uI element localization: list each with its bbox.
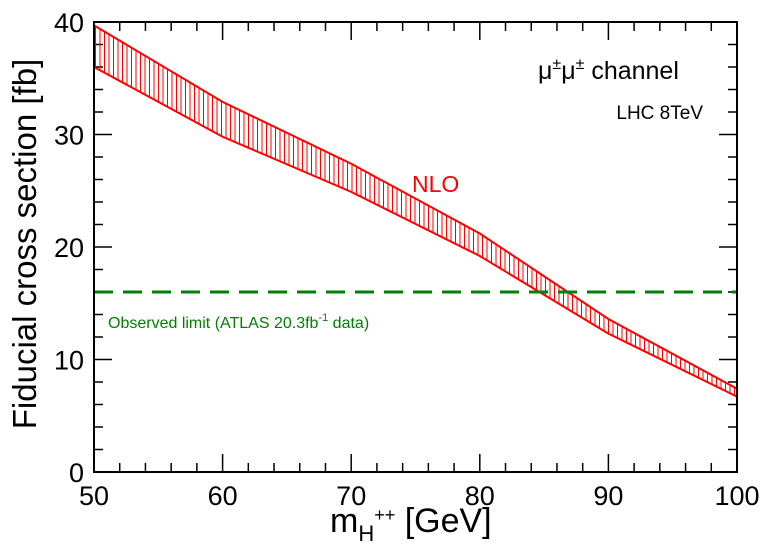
channel-pm-2: ± xyxy=(576,56,585,73)
channel-mu-1: μ xyxy=(538,57,552,85)
y-axis-label: Fiducial cross section [fb] xyxy=(6,59,43,429)
x-tick-label: 70 xyxy=(336,481,366,511)
x-axis-label-unit: [GeV] xyxy=(395,502,491,540)
x-axis-label-main: m xyxy=(330,502,358,540)
nlo-band-upper-edge xyxy=(93,24,738,390)
y-tick-label: 10 xyxy=(54,346,84,376)
y-tick-label: 40 xyxy=(54,8,84,38)
x-tick-label: 100 xyxy=(714,481,759,511)
x-axis-label-sub: H xyxy=(358,521,374,546)
axis-ticks xyxy=(93,21,738,473)
x-tick-label: 80 xyxy=(465,481,495,511)
tick-labels: 50 60 70 80 90 100 0 10 20 30 40 xyxy=(54,8,760,511)
observed-limit-label: Observed limit (ATLAS 20.3fb-1 data) xyxy=(108,312,369,332)
x-tick-label: 50 xyxy=(79,481,109,511)
nlo-band xyxy=(93,24,738,398)
observed-limit-label-end: data) xyxy=(328,315,369,332)
nlo-label: NLO xyxy=(412,171,459,197)
observed-limit-label-sup: -1 xyxy=(318,312,328,324)
channel-text: channel xyxy=(584,57,679,85)
y-tick-label: 30 xyxy=(54,121,84,151)
channel-annotation: μ±μ± channel xyxy=(538,56,679,85)
x-axis-label: mH++ [GeV] xyxy=(330,502,492,546)
plot-frame xyxy=(93,21,738,473)
x-tick-label: 90 xyxy=(593,481,623,511)
energy-annotation: LHC 8TeV xyxy=(616,103,703,124)
x-tick-label: 60 xyxy=(208,481,238,511)
observed-limit-label-main: Observed limit (ATLAS 20.3fb xyxy=(108,315,319,332)
nlo-band-lower-edge xyxy=(93,66,738,398)
y-tick-label: 0 xyxy=(69,458,84,488)
channel-mu-2: μ xyxy=(561,57,575,85)
channel-pm-1: ± xyxy=(552,56,561,73)
x-axis-label-sup: ++ xyxy=(374,505,395,525)
y-tick-label: 20 xyxy=(54,233,84,263)
